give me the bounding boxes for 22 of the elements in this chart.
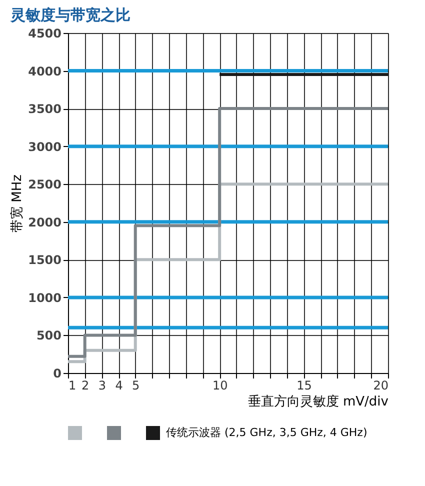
legend-label: 传统示波器 (2,5 GHz, 3,5 GHz, 4 GHz) [166,426,368,439]
y-tick-label: 500 [36,328,62,343]
x-tick-label: 20 [373,378,388,392]
y-tick-label: 4500 [28,26,62,40]
y-tick-label: 0 [53,366,62,380]
y-tick-label: 2000 [28,215,62,230]
y-tick-label: 2500 [28,178,62,192]
x-tick-label: 4 [115,378,123,392]
y-tick-label: 1500 [28,253,62,268]
x-tick-label: 2 [82,378,90,392]
y-axis-title: 带宽 MHz [9,174,26,232]
x-tick-label: 3 [98,378,106,392]
x-axis-title: 垂直方向灵敏度 mV/div [248,394,389,410]
y-tick-label: 3000 [28,140,62,154]
x-tick-label: 5 [132,378,140,392]
x-tick-label: 10 [212,378,228,392]
x-tick-label: 1 [68,378,76,392]
chart-title: 灵敏度与带宽之比 [10,6,131,24]
y-tick-label: 1000 [28,290,62,305]
y-tick-label: 3500 [28,102,62,116]
y-tick-label: 4000 [28,64,62,78]
x-tick-label: 15 [296,378,312,392]
